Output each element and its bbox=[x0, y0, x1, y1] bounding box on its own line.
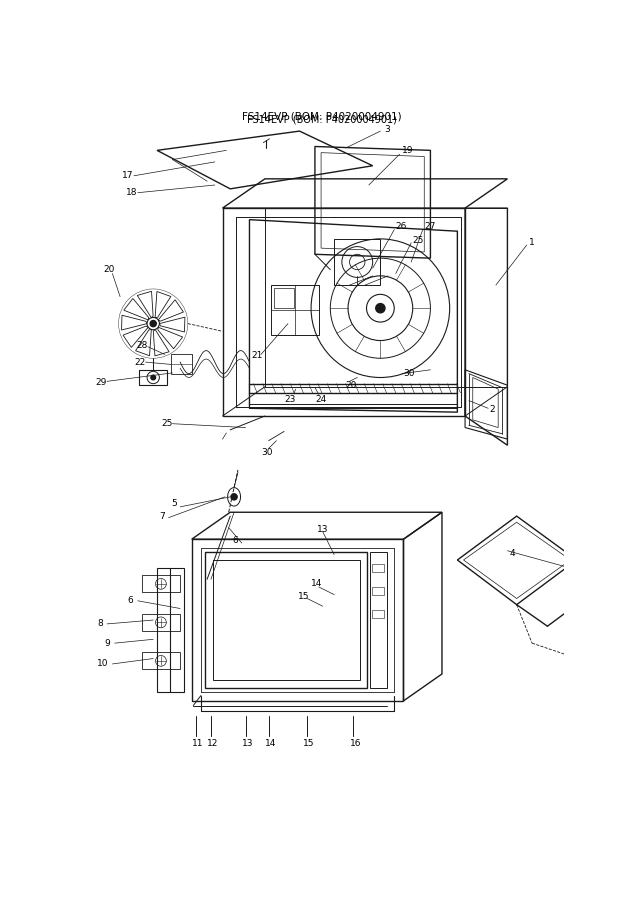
Text: 24: 24 bbox=[315, 394, 326, 403]
Text: 3: 3 bbox=[384, 125, 390, 134]
Text: 21: 21 bbox=[251, 351, 263, 360]
Text: 16: 16 bbox=[350, 739, 361, 748]
Text: 25: 25 bbox=[413, 236, 424, 245]
Text: FS14EVP (BOM: P4020004901): FS14EVP (BOM: P4020004901) bbox=[242, 112, 402, 122]
Circle shape bbox=[151, 375, 156, 380]
Text: 30: 30 bbox=[261, 448, 273, 457]
Text: 28: 28 bbox=[136, 341, 148, 350]
Text: 15: 15 bbox=[298, 592, 310, 601]
Text: 12: 12 bbox=[207, 739, 219, 748]
Text: FS14EVP (BOM: P4020004901): FS14EVP (BOM: P4020004901) bbox=[247, 114, 397, 124]
Text: 8: 8 bbox=[97, 619, 103, 628]
Text: 26: 26 bbox=[396, 222, 407, 231]
Text: 10: 10 bbox=[97, 660, 109, 669]
Text: 6: 6 bbox=[128, 597, 134, 606]
Circle shape bbox=[231, 494, 237, 500]
Text: 13: 13 bbox=[242, 739, 253, 748]
Text: 15: 15 bbox=[303, 739, 315, 748]
Circle shape bbox=[147, 318, 160, 329]
Circle shape bbox=[150, 320, 156, 327]
Text: 5: 5 bbox=[171, 500, 176, 508]
Text: 7: 7 bbox=[160, 511, 165, 520]
Text: 1: 1 bbox=[529, 238, 534, 248]
Text: 18: 18 bbox=[126, 188, 138, 197]
Text: 22: 22 bbox=[134, 357, 145, 366]
Text: 25: 25 bbox=[161, 419, 172, 428]
Text: 20: 20 bbox=[103, 266, 114, 274]
Text: 11: 11 bbox=[192, 739, 203, 748]
Text: 30: 30 bbox=[403, 369, 415, 378]
Text: 14: 14 bbox=[265, 739, 276, 748]
Text: 23: 23 bbox=[284, 394, 296, 403]
Text: 6: 6 bbox=[232, 536, 238, 545]
Text: 13: 13 bbox=[317, 525, 328, 534]
Circle shape bbox=[376, 303, 385, 313]
Text: 2: 2 bbox=[490, 405, 495, 414]
Text: 27: 27 bbox=[425, 222, 436, 231]
Text: 19: 19 bbox=[402, 146, 413, 155]
Text: 9: 9 bbox=[105, 639, 111, 648]
Text: 20: 20 bbox=[346, 381, 357, 390]
Text: 17: 17 bbox=[122, 171, 134, 180]
Text: 4: 4 bbox=[510, 549, 516, 558]
Text: 14: 14 bbox=[311, 579, 322, 588]
Text: 29: 29 bbox=[95, 378, 107, 387]
